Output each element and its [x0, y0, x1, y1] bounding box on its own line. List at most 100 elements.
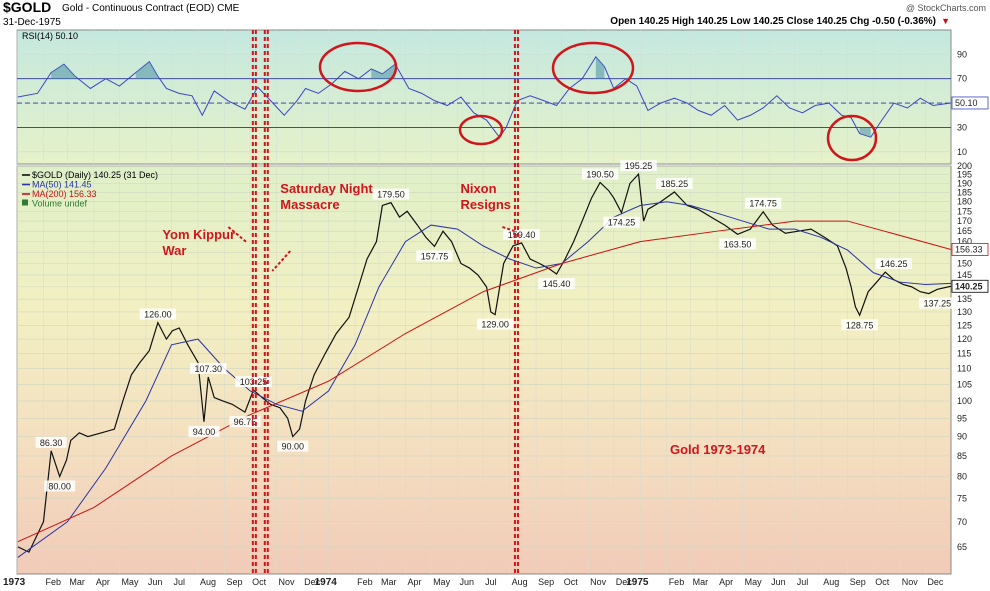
price-annotation: 137.25	[924, 299, 952, 309]
annotation-bg	[875, 258, 912, 270]
x-tick-label: Feb	[669, 577, 685, 587]
annotation-bg	[476, 318, 514, 330]
price-annotation: 179.50	[377, 190, 405, 200]
price-tick-label: 110	[957, 364, 971, 374]
rsi-oversold-fill	[859, 127, 871, 138]
event-label: Nixon	[460, 181, 496, 196]
annotation-bg	[229, 416, 261, 428]
chart-date: 31-Dec-1975	[3, 17, 61, 28]
rsi-tick-label: 90	[957, 49, 967, 59]
x-tick-label: Sep	[850, 577, 866, 587]
credit-text: @ StockCharts.com	[905, 3, 986, 13]
rsi-highlight-circle	[458, 114, 504, 146]
x-tick-label: Nov	[902, 577, 919, 587]
description-text: Gold - Continuous Contract (EOD)	[62, 3, 215, 14]
annotation-bg	[372, 188, 410, 200]
x-tick-label: Aug	[512, 577, 528, 587]
x-tick-label: Jun	[460, 577, 475, 587]
x-tick-label: Apr	[96, 577, 110, 587]
x-tick-label: Aug	[823, 577, 839, 587]
price-tick-label: 200	[957, 161, 972, 171]
price-annotation: 174.25	[608, 218, 636, 228]
ma200-current-box	[951, 243, 989, 256]
price-tick-label: 85	[957, 451, 967, 461]
price-annotation: 129.00	[481, 320, 509, 330]
event-arrow	[227, 226, 247, 243]
price-annotation: 107.30	[194, 364, 222, 374]
x-tick-label: Jul	[797, 577, 809, 587]
annotation-bg	[919, 297, 956, 309]
x-tick-label: May	[433, 577, 451, 587]
price-tick-label: 90	[957, 432, 967, 442]
x-tick-label: Oct	[875, 577, 890, 587]
x-tick-label: Oct	[564, 577, 579, 587]
event-label: War	[162, 243, 186, 258]
chart-symbol: $GOLD	[3, 0, 52, 15]
annotation-bg	[656, 177, 693, 189]
price-annotation: 96.75	[234, 417, 257, 427]
x-tick-label: Feb	[357, 577, 373, 587]
down-arrow-icon: ▼	[941, 16, 950, 26]
rsi-overbought-fill	[135, 61, 158, 79]
price-tick-label: 170	[957, 216, 972, 226]
x-tick-label: 1973	[3, 577, 26, 588]
axes: 65 70 75 80 85 90 95 100 105 110 115 120 125 130 135 14…	[3, 31, 989, 588]
event-label: Yom Kippur	[162, 227, 235, 242]
chart-description: Gold - Continuous Contract (EOD) CME	[62, 3, 239, 14]
rsi-title: RSI(14) 50.10	[22, 31, 78, 41]
price-current-box	[951, 279, 989, 293]
x-tick-label: 1975	[626, 577, 649, 588]
event-arrow	[502, 226, 515, 232]
rsi-plot	[17, 55, 952, 139]
legend-entry: Volume undef	[32, 199, 88, 209]
x-tick-label: Apr	[407, 577, 421, 587]
event-label: Resigns	[460, 197, 511, 212]
price-annotation: 157.75	[421, 251, 449, 261]
price-tick-label: 125	[957, 320, 972, 330]
price-annotation: 128.75	[846, 320, 874, 330]
x-tick-label: Jun	[148, 577, 163, 587]
price-tick-label: 65	[957, 542, 967, 552]
annotation-bg	[190, 363, 227, 375]
x-tick-label: Dec	[304, 577, 321, 587]
ma50-line	[17, 201, 952, 558]
ohlc-readout: Open 140.25 High 140.25 Low 140.25 Close…	[610, 16, 936, 27]
price-tick-label: 130	[957, 307, 972, 317]
x-tick-label: 1974	[315, 577, 338, 588]
price-tick-label: 75	[957, 493, 967, 503]
legend-entry: MA(200) 156.33	[32, 189, 97, 199]
annotation-bg	[416, 250, 453, 262]
price-annotation: 159.40	[508, 230, 536, 240]
x-tick-label: Aug	[200, 577, 216, 587]
legend-entry: $GOLD (Daily) 140.25 (31 Dec)	[32, 170, 158, 180]
x-tick-label: May	[121, 577, 139, 587]
price-tick-label: 165	[957, 226, 972, 236]
price-tick-label: 80	[957, 472, 967, 482]
event-label: Massacre	[280, 197, 339, 212]
x-tick-label: Mar	[381, 577, 397, 587]
price-tick-label: 115	[957, 349, 971, 359]
event-label: Saturday Night	[280, 181, 373, 196]
legend-entry: MA(50) 141.45	[32, 180, 92, 190]
rsi-tick-label: 70	[957, 74, 967, 84]
price-annotation: 145.40	[543, 279, 571, 289]
rsi-overbought-fill	[371, 64, 396, 79]
price-tick-label: 100	[957, 396, 972, 406]
x-tick-label: Nov	[279, 577, 296, 587]
rsi-current-box	[951, 96, 989, 110]
rsi-current-value: 50.10	[955, 98, 978, 108]
x-tick-label: Nov	[590, 577, 607, 587]
price-annotation: 185.25	[661, 179, 689, 189]
price-tick-label: 150	[957, 258, 972, 268]
x-tick-label: Oct	[252, 577, 267, 587]
event-arrow	[271, 250, 292, 272]
price-tick-label: 160	[957, 237, 972, 247]
x-tick-label: Apr	[719, 577, 733, 587]
price-tick-label: 145	[957, 270, 972, 280]
x-tick-label: Jul	[174, 577, 186, 587]
annotation-bg	[139, 308, 177, 320]
annotation-bg	[503, 228, 540, 240]
annotation-bg	[620, 160, 657, 172]
